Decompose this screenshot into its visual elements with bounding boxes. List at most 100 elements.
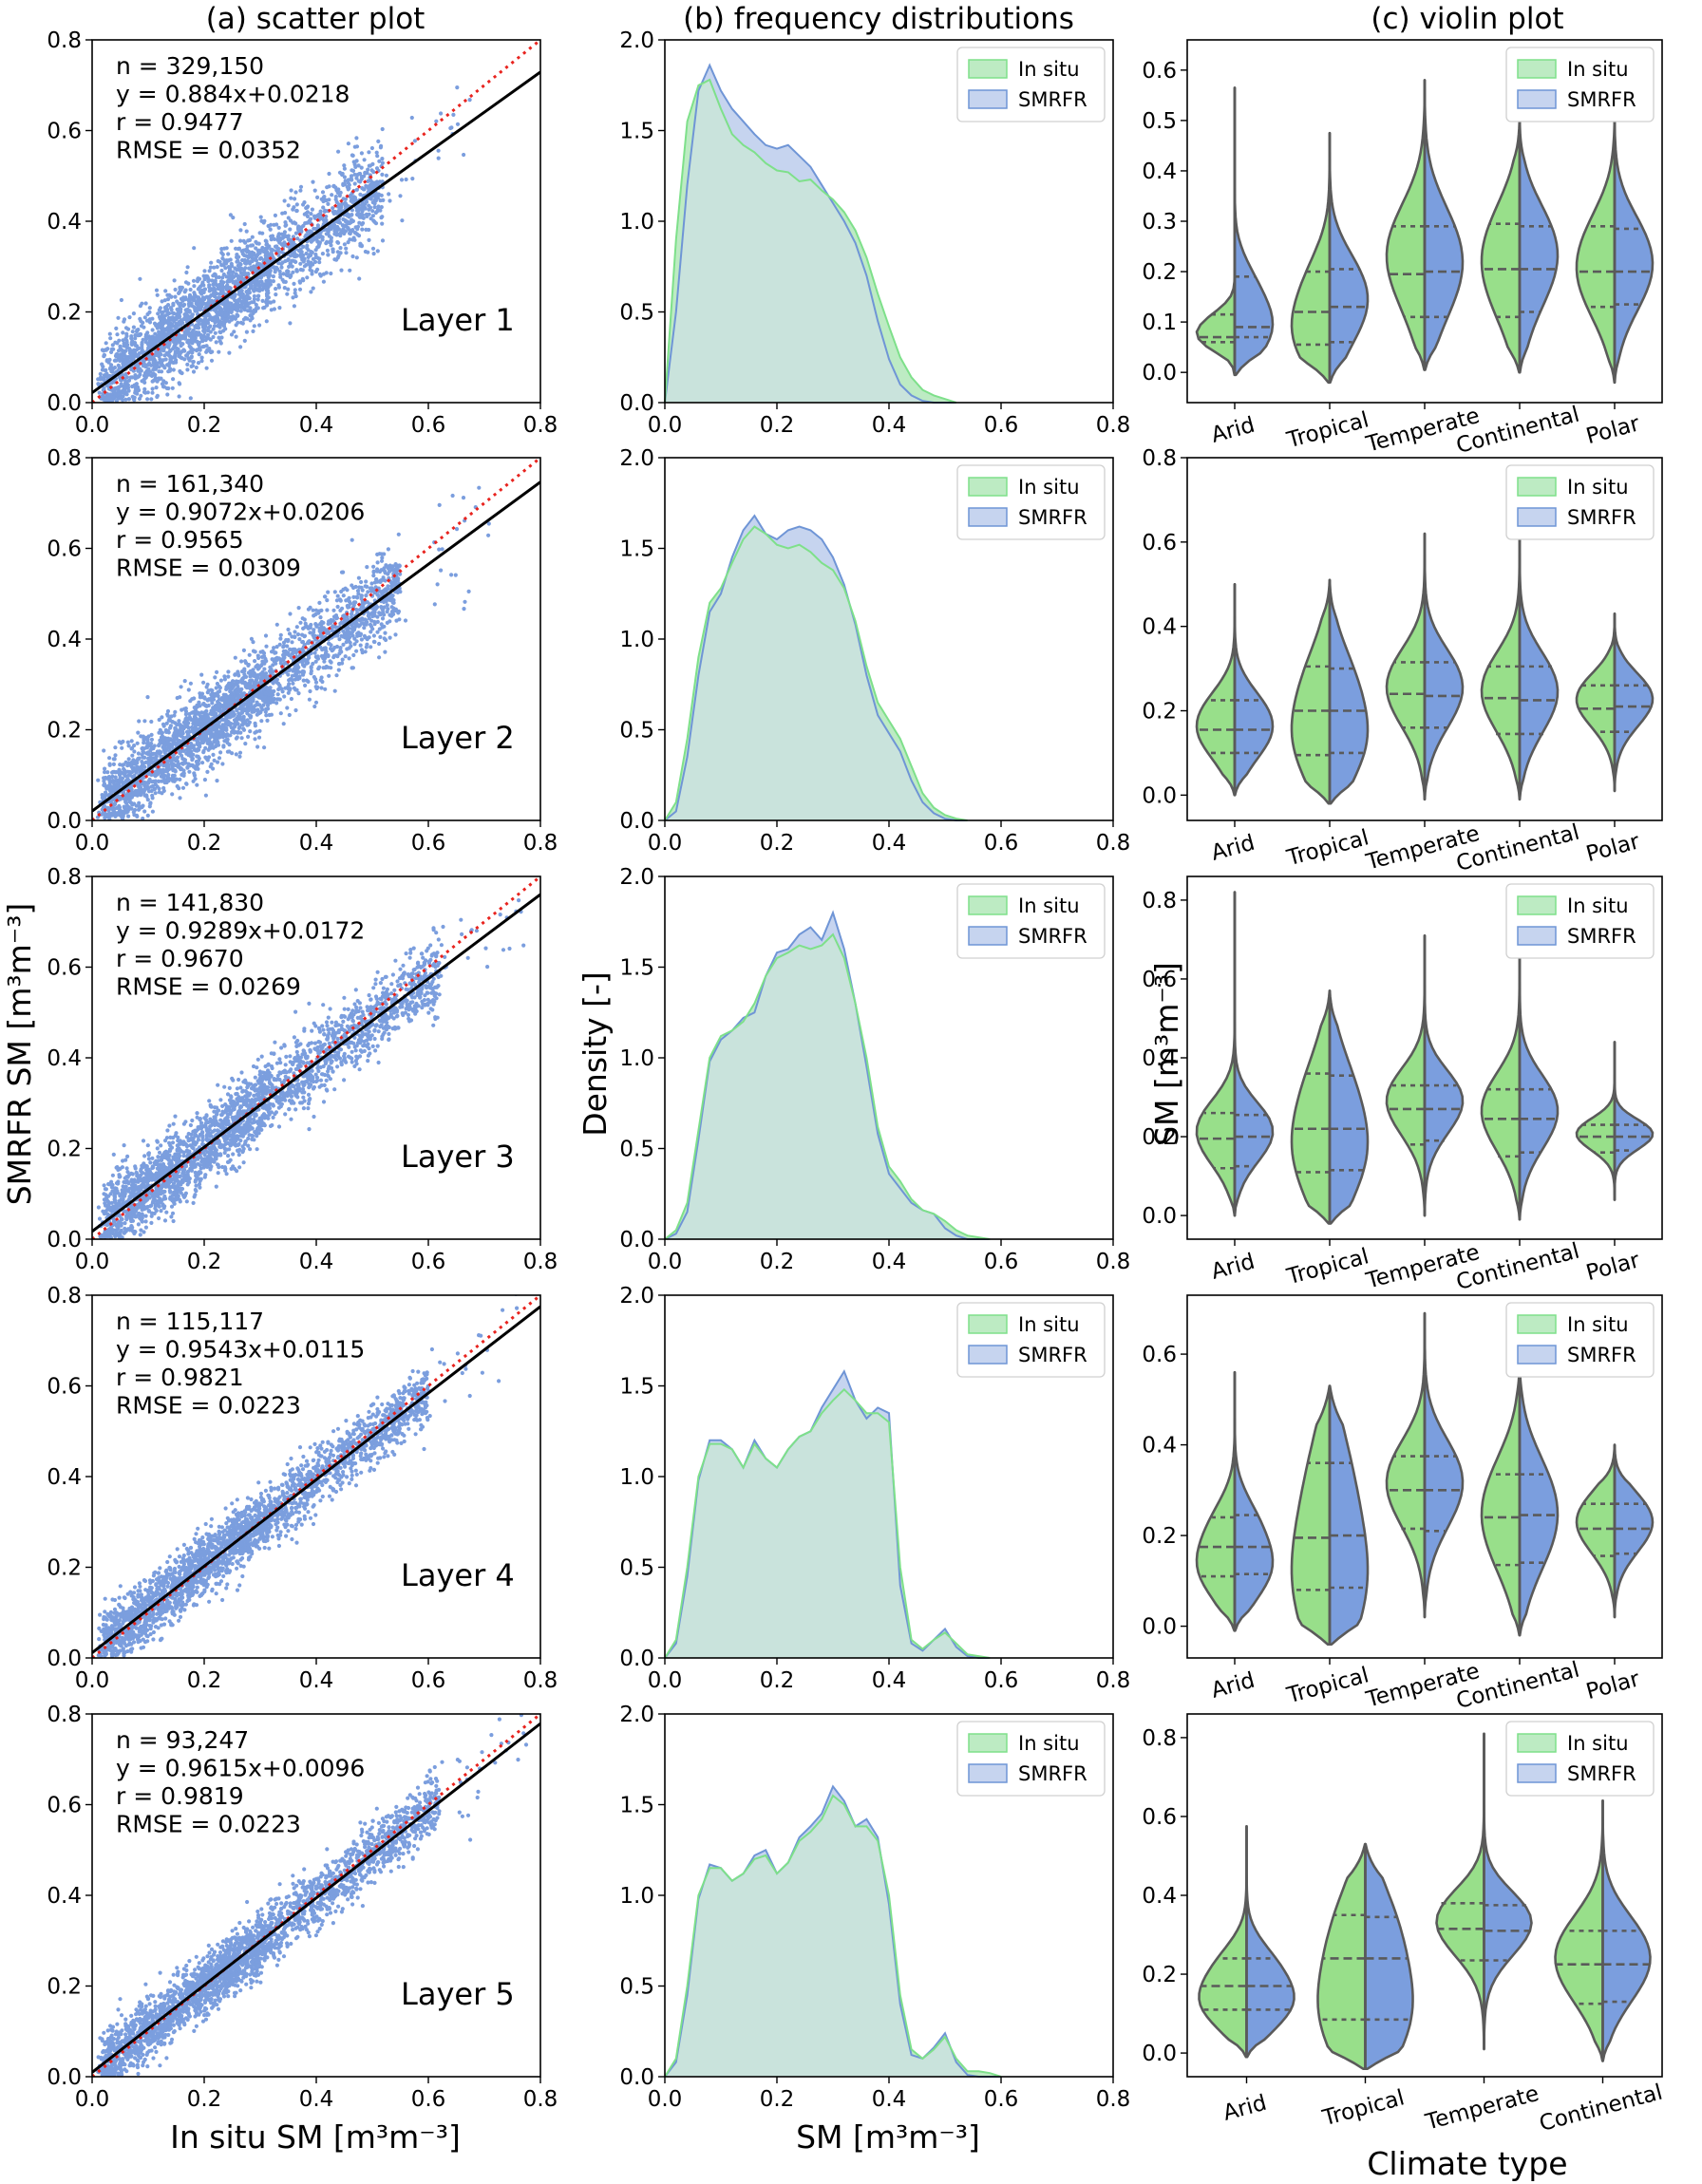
- scatter-point: [376, 204, 381, 209]
- scatter-point: [192, 696, 197, 701]
- scatter-point: [204, 735, 209, 740]
- scatter-point: [324, 232, 329, 236]
- scatter-point: [160, 329, 164, 334]
- scatter-point: [331, 653, 336, 658]
- scatter-point: [354, 594, 359, 599]
- scatter-point: [274, 287, 278, 292]
- scatter-point: [202, 329, 207, 335]
- scatter-point: [229, 725, 234, 730]
- x-tick-label: 0.2: [187, 413, 222, 438]
- scatter-point: [268, 697, 273, 703]
- scatter-point: [227, 350, 232, 355]
- scatter-point: [283, 223, 288, 228]
- scatter-point: [293, 291, 297, 295]
- scatter-point: [352, 162, 357, 167]
- scatter-point: [269, 237, 274, 242]
- scatter-point: [201, 301, 206, 306]
- scatter-point: [112, 784, 117, 790]
- scatter-point: [210, 288, 215, 292]
- scatter-point: [326, 665, 331, 669]
- scatter-point: [142, 315, 147, 320]
- scatter-point: [250, 235, 255, 239]
- scatter-point: [230, 695, 235, 700]
- scatter-point: [262, 654, 267, 659]
- scatter-point: [292, 281, 296, 286]
- scatter-point: [374, 166, 380, 171]
- scatter-point: [225, 719, 230, 724]
- scatter-point: [254, 254, 259, 259]
- scatter-point: [215, 703, 219, 707]
- scatter-point: [291, 681, 295, 686]
- scatter-point: [290, 640, 294, 645]
- scatter-point: [122, 341, 126, 346]
- scatter-point: [365, 171, 369, 176]
- scatter-point: [208, 329, 213, 334]
- scatter-point: [338, 246, 343, 251]
- scatter-point: [332, 590, 337, 594]
- scatter-point: [257, 289, 262, 293]
- scatter-point: [347, 626, 351, 631]
- scatter-point: [171, 367, 176, 372]
- scatter-point: [300, 268, 305, 273]
- scatter-point: [222, 321, 227, 326]
- scatter-point: [114, 326, 119, 330]
- scatter-point: [135, 741, 140, 745]
- scatter-point: [306, 607, 311, 612]
- scatter-point: [213, 675, 217, 680]
- scatter-point: [269, 308, 274, 312]
- scatter-point: [346, 141, 350, 146]
- scatter-point: [331, 184, 336, 189]
- scatter-point: [301, 244, 306, 249]
- scatter-point: [367, 163, 371, 168]
- scatter-point: [380, 215, 385, 219]
- scatter-point: [131, 325, 136, 329]
- scatter-point: [294, 208, 299, 214]
- scatter-point: [187, 340, 192, 345]
- scatter-point: [350, 199, 355, 205]
- scatter-point: [188, 287, 193, 292]
- scatter-point: [285, 269, 290, 273]
- scatter-point: [298, 261, 303, 266]
- scatter-point: [246, 734, 251, 740]
- scatter-point: [155, 339, 160, 344]
- scatter-point: [108, 788, 113, 793]
- scatter-point: [351, 235, 356, 240]
- scatter-point: [140, 379, 144, 384]
- scatter-point: [352, 196, 357, 200]
- scatter-point: [364, 593, 369, 598]
- scatter-point: [240, 252, 245, 256]
- scatter-point: [252, 324, 256, 329]
- scatter-point: [362, 626, 367, 631]
- scatter-point: [196, 759, 201, 763]
- scatter-point: [317, 272, 322, 276]
- scatter-point: [253, 650, 257, 654]
- scatter-point: [99, 375, 104, 380]
- scatter-point: [375, 630, 380, 634]
- scatter-point: [162, 366, 167, 370]
- scatter-point: [255, 275, 260, 280]
- scatter-point: [340, 223, 346, 228]
- scatter-point: [342, 616, 347, 621]
- scatter-point: [208, 349, 214, 355]
- scatter-point: [139, 734, 143, 739]
- scatter-point: [299, 647, 304, 652]
- scatter-point: [238, 345, 243, 349]
- scatter-point: [273, 270, 277, 274]
- scatter-point: [213, 714, 217, 719]
- scatter-point: [190, 364, 195, 368]
- scatter-point: [231, 216, 236, 220]
- scatter-point: [357, 276, 362, 281]
- scatter-point: [317, 665, 322, 669]
- scatter-point: [238, 305, 243, 310]
- scatter-point: [215, 265, 219, 270]
- scatter-point: [376, 139, 381, 143]
- scatter-point: [312, 259, 318, 264]
- scatter-point: [238, 238, 243, 243]
- scatter-point: [179, 301, 183, 306]
- scatter-point: [264, 297, 269, 302]
- scatter-point: [159, 310, 164, 314]
- scatter-point: [334, 673, 339, 678]
- scatter-point: [185, 307, 190, 311]
- scatter-point: [222, 258, 227, 263]
- scatter-point: [154, 288, 160, 292]
